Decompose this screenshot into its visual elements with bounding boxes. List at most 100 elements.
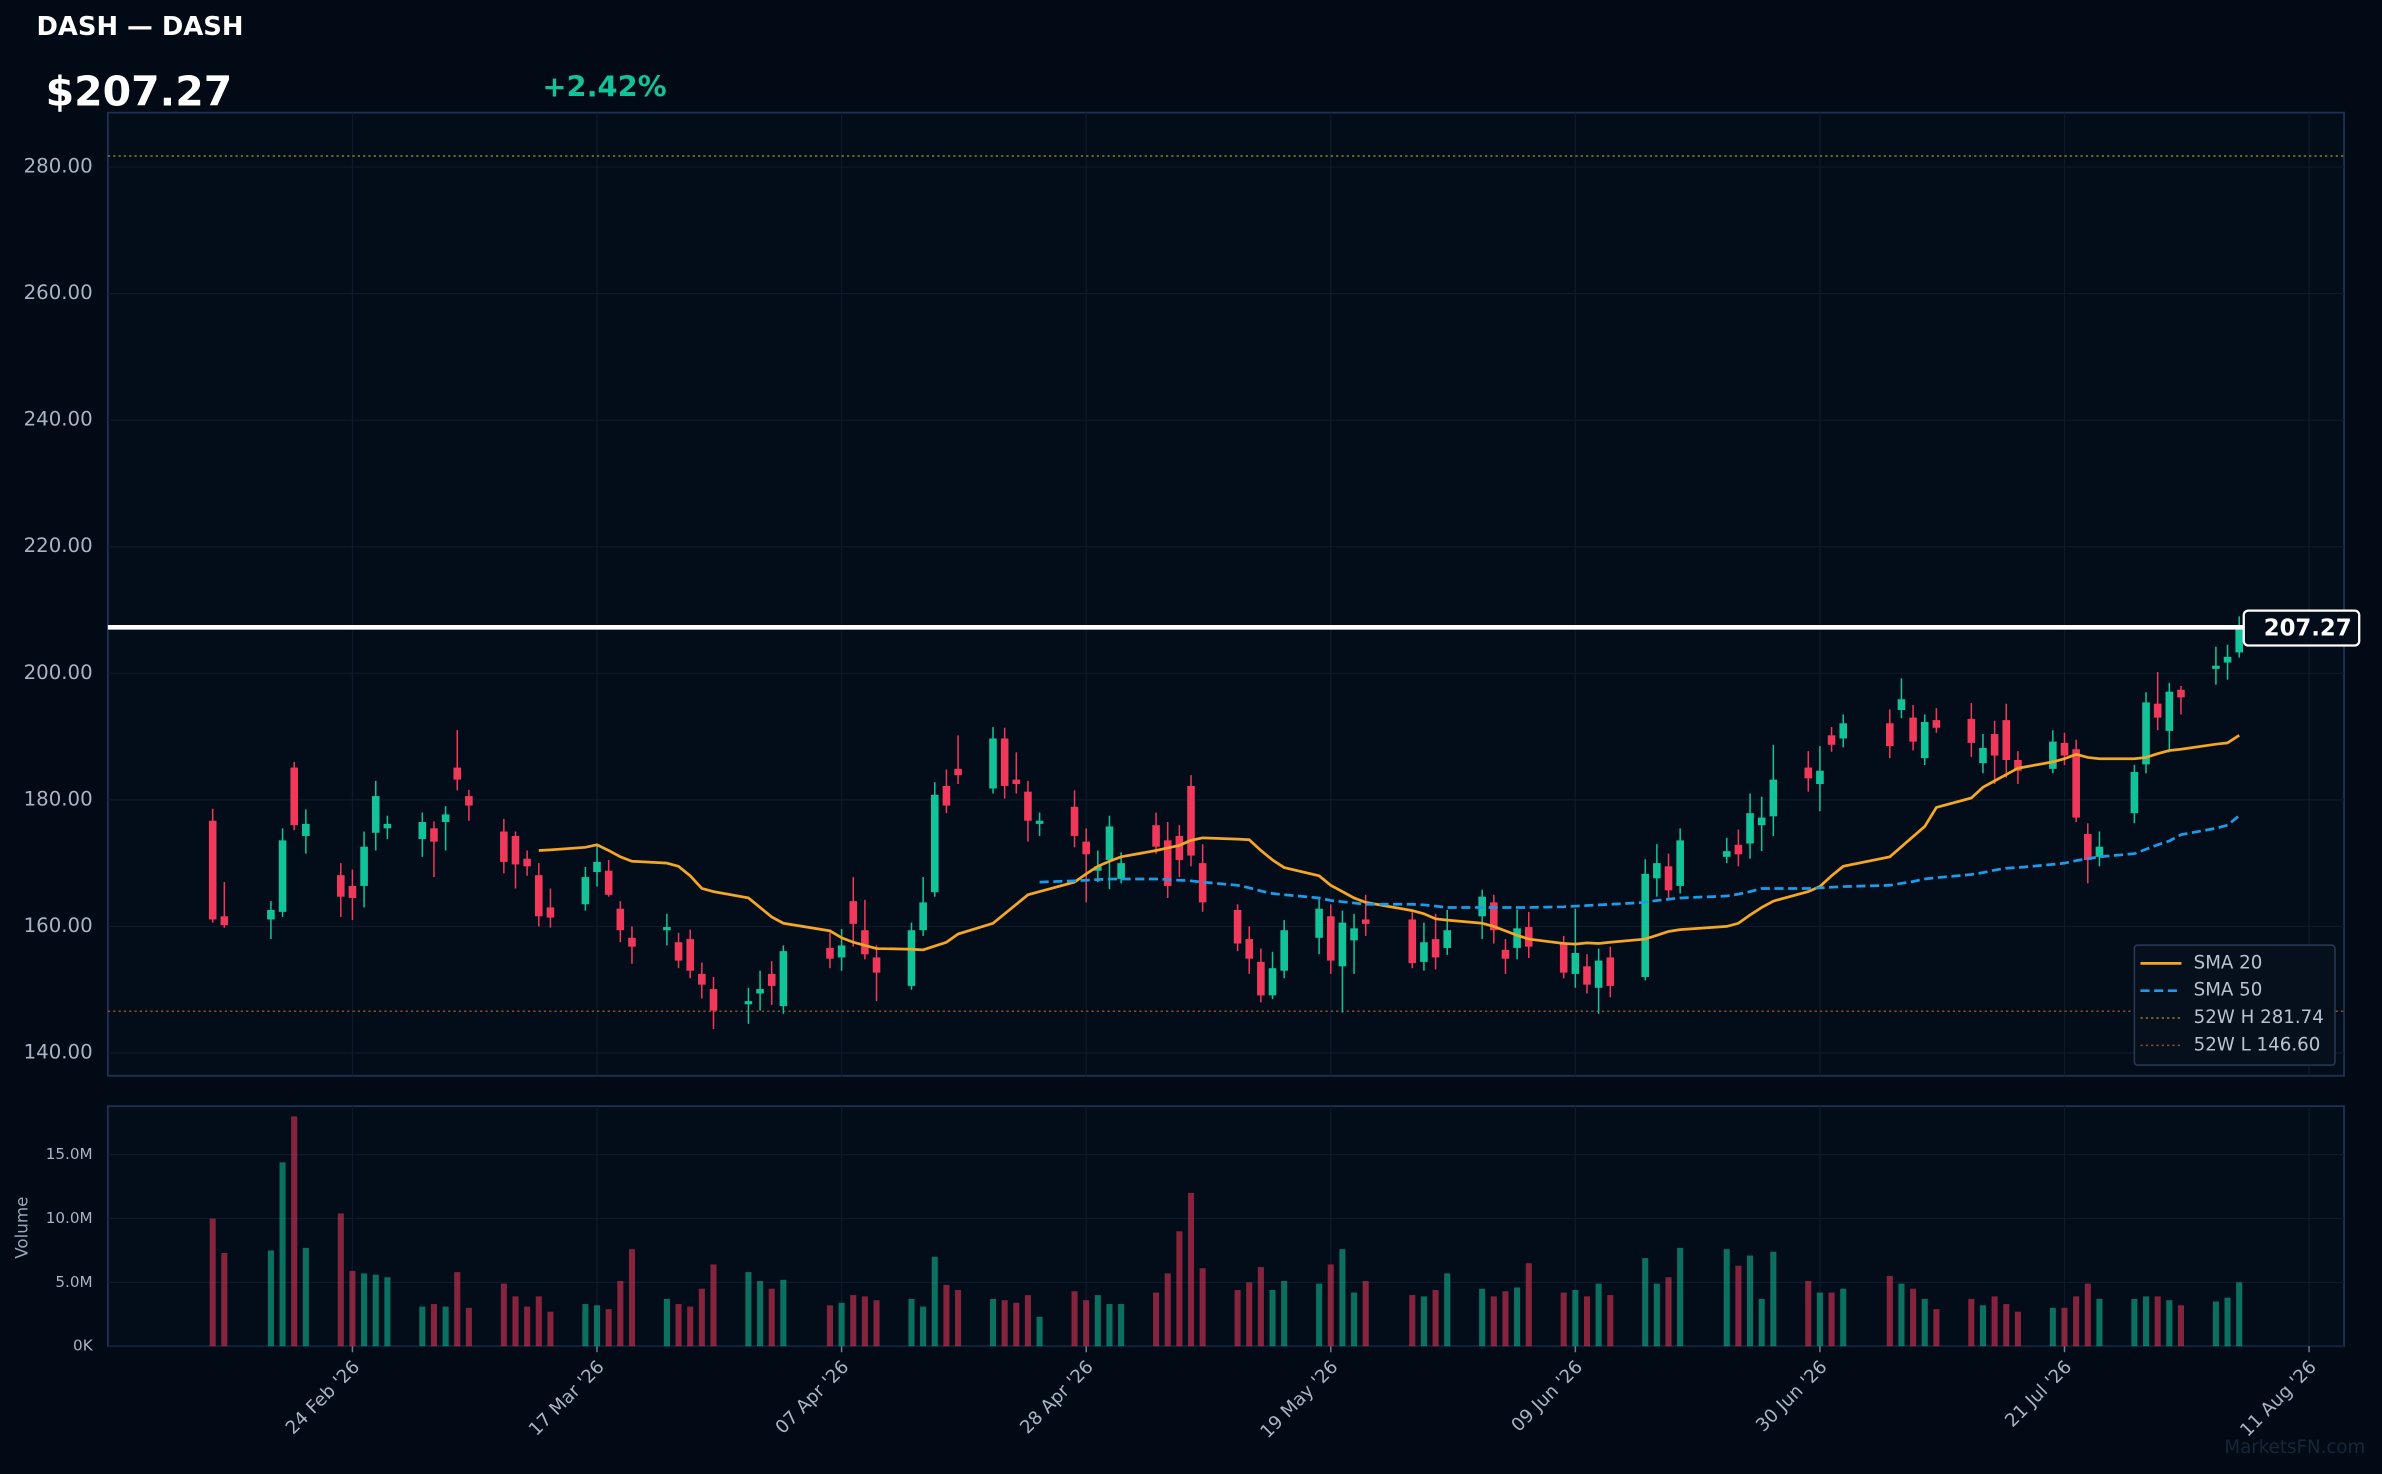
volume-bar	[1362, 1281, 1369, 1347]
volume-bar	[279, 1162, 286, 1347]
volume-bar	[1118, 1304, 1125, 1347]
volume-bar	[1339, 1249, 1346, 1347]
volume-bar	[1816, 1292, 1823, 1347]
volume-bar	[1572, 1289, 1579, 1347]
candle-body	[1920, 722, 1929, 759]
candle-body	[1257, 961, 1265, 996]
candle-body	[616, 908, 625, 931]
legend-label: SMA 20	[2194, 952, 2263, 973]
volume-bar	[1432, 1289, 1439, 1347]
candle-body	[1094, 866, 1102, 871]
candle-body	[1641, 873, 1650, 978]
volume-bar	[861, 1296, 868, 1347]
volume-bar	[2073, 1296, 2080, 1347]
candle-body	[465, 796, 473, 806]
volume-bar	[1164, 1273, 1171, 1347]
volume-bar	[1479, 1288, 1486, 1347]
candle-body	[1757, 817, 1766, 826]
volume-bar	[1910, 1288, 1917, 1347]
volume-bar	[1502, 1291, 1509, 1347]
volume-bar	[1665, 1277, 1672, 1347]
candle-body	[278, 840, 287, 912]
volume-bar	[442, 1306, 449, 1347]
chart-title: DASH — DASH	[36, 12, 243, 42]
candle-body	[1583, 966, 1591, 985]
volume-bar	[419, 1306, 426, 1347]
candle-body	[534, 875, 543, 917]
volume-bar	[1607, 1295, 1614, 1347]
candle-body	[1839, 723, 1848, 739]
volume-bar	[524, 1306, 531, 1347]
candle-body	[698, 973, 706, 985]
candle-body	[2072, 749, 2080, 818]
volume-tick-label: 10.0M	[46, 1209, 93, 1227]
candle-body	[1909, 717, 1917, 742]
last-price-box	[2242, 609, 2361, 647]
volume-bar	[1094, 1295, 1101, 1347]
volume-bar	[873, 1300, 880, 1347]
volume-bar	[757, 1281, 764, 1347]
candle-body	[1431, 939, 1440, 958]
sma-line	[538, 734, 2240, 952]
candle-body	[1280, 930, 1288, 971]
volume-bar	[582, 1304, 589, 1347]
candle-body	[1734, 844, 1743, 855]
volume-bar	[1187, 1192, 1195, 1347]
candle-body	[2060, 742, 2069, 756]
volume-bar	[593, 1305, 601, 1347]
volume-bar	[500, 1283, 507, 1347]
candle-body	[907, 930, 916, 986]
candle-body	[1501, 949, 1510, 959]
volume-bar	[1351, 1292, 1358, 1347]
y-tick-label: 240.00	[24, 408, 93, 431]
candle-body	[2223, 656, 2232, 663]
volume-bar	[920, 1306, 927, 1347]
candle-body	[348, 885, 357, 898]
volume-bar	[1898, 1283, 1905, 1347]
volume-bar	[1758, 1298, 1765, 1347]
y-tick-label: 260.00	[24, 281, 93, 304]
candle-body	[546, 907, 555, 918]
volume-bar	[931, 1256, 938, 1347]
volume-bar	[1921, 1298, 1928, 1347]
candle-body	[208, 820, 217, 920]
volume-bar	[1420, 1296, 1427, 1347]
candle-body	[1897, 699, 1906, 711]
volume-bar	[1269, 1289, 1276, 1347]
candle-body	[2083, 834, 2092, 860]
y-tick-label: 140.00	[24, 1040, 93, 1063]
candle-body	[1163, 840, 1172, 886]
candle-body	[1979, 747, 1987, 764]
candle-body	[336, 875, 345, 897]
candle-body	[2235, 627, 2243, 653]
candle-body	[1664, 866, 1673, 891]
volume-bar	[1071, 1291, 1078, 1347]
volume-bar	[2003, 1304, 2010, 1347]
candle-body	[1827, 735, 1836, 745]
volume-bar	[1409, 1295, 1416, 1347]
volume-bar	[1840, 1288, 1847, 1347]
volume-bar	[384, 1277, 391, 1347]
candle-body	[2130, 772, 2139, 814]
volume-bar	[221, 1252, 228, 1347]
candle-body	[593, 861, 601, 873]
candle-body	[919, 902, 927, 931]
legend-label: 52W H 281.74	[2194, 1007, 2324, 1028]
candle-body	[686, 939, 694, 971]
last-price-label: 207.27	[2264, 615, 2352, 641]
volume-bar	[1444, 1273, 1451, 1347]
candle-body	[942, 785, 951, 806]
candle-body	[837, 945, 846, 958]
candle-body	[1571, 953, 1580, 974]
candle-body	[1326, 916, 1335, 961]
volume-bar	[768, 1288, 775, 1347]
volume-bar	[1316, 1283, 1323, 1347]
volume-bar	[850, 1295, 857, 1347]
volume-bar	[617, 1281, 624, 1347]
candle-body	[1606, 957, 1615, 986]
candle-body	[500, 831, 508, 862]
candle-body	[511, 835, 520, 865]
candle-body	[1000, 738, 1009, 786]
volume-bar	[2014, 1311, 2021, 1347]
